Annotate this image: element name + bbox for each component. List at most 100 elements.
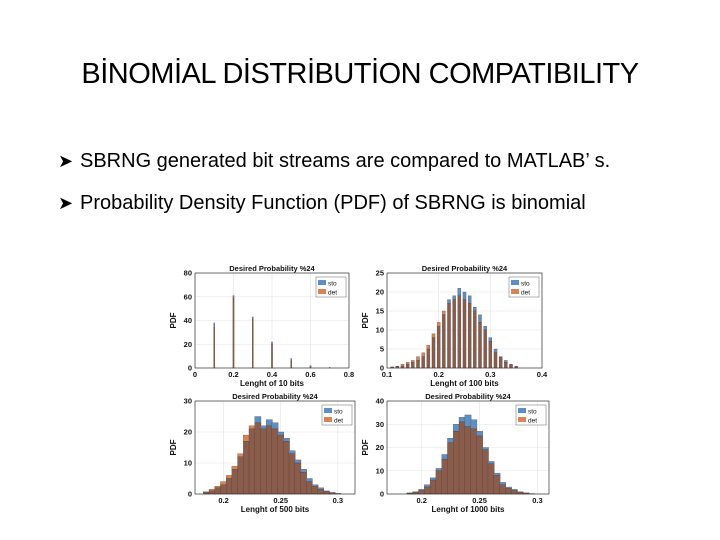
bullet-text-comparison: SBRNG generated bit streams are compared… bbox=[80, 150, 611, 172]
y-tick-label: 10 bbox=[184, 459, 192, 468]
histogram-bar bbox=[462, 291, 467, 300]
y-tick-label: 10 bbox=[376, 326, 384, 335]
x-tick-label: 0.3 bbox=[333, 496, 343, 505]
histogram-bar bbox=[411, 362, 415, 369]
histogram-bar bbox=[323, 491, 330, 495]
x-axis-label: Lenght of 100 bits bbox=[430, 379, 499, 388]
x-tick-label: 0.4 bbox=[267, 370, 278, 379]
histogram-bar bbox=[405, 364, 410, 369]
histogram-bar bbox=[220, 481, 227, 485]
legend-label-sto: sto bbox=[521, 281, 530, 288]
histogram-bar bbox=[290, 358, 293, 362]
histogram-bar bbox=[294, 462, 302, 495]
legend-swatch-sto bbox=[318, 280, 326, 285]
histogram-bar bbox=[260, 425, 267, 430]
histogram-bar bbox=[452, 299, 456, 369]
histogram-bar bbox=[482, 447, 489, 450]
bullet-item-pdf: ➤ Probability Density Function (PDF) of S… bbox=[58, 192, 586, 215]
x-tick-label: 0.3 bbox=[532, 496, 542, 505]
histogram-bar bbox=[243, 434, 250, 442]
x-tick-label: 0.2 bbox=[433, 370, 443, 379]
histogram-bar bbox=[265, 419, 273, 426]
histogram-bar bbox=[435, 468, 443, 471]
y-tick-label: 60 bbox=[184, 292, 192, 301]
histogram-bar bbox=[232, 295, 235, 299]
x-tick-label: 0.2 bbox=[218, 496, 228, 505]
histogram-bar bbox=[441, 458, 449, 495]
legend-label-det: det bbox=[328, 290, 337, 297]
y-tick-label: 20 bbox=[376, 288, 384, 297]
histogram-bar bbox=[470, 428, 478, 495]
histogram-bar bbox=[499, 484, 507, 495]
histogram-bar bbox=[462, 299, 467, 369]
y-tick-label: 40 bbox=[376, 397, 384, 406]
y-axis-label: PDF bbox=[361, 312, 370, 328]
slide-title: BİNOMİAL DİSTRİBUTİON COMPATIBILITY bbox=[81, 58, 639, 90]
y-tick-label: 20 bbox=[184, 428, 192, 437]
histogram-bar bbox=[504, 362, 508, 369]
histogram-bar bbox=[225, 475, 233, 479]
histogram-bar bbox=[453, 431, 460, 495]
histogram-bar bbox=[499, 482, 507, 485]
histogram-bar bbox=[435, 470, 443, 495]
bullet-text-pdf: Probability Density Function (PDF) of SB… bbox=[80, 192, 586, 214]
y-tick-label: 80 bbox=[184, 269, 192, 278]
x-tick-label: 0.8 bbox=[344, 370, 354, 379]
y-tick-label: 40 bbox=[184, 316, 192, 325]
histogram-bar bbox=[453, 424, 460, 432]
histogram-bar bbox=[405, 362, 410, 365]
histogram-bar bbox=[416, 360, 420, 369]
chart-title: Desired Probability %24 bbox=[232, 392, 318, 401]
y-axis-label: PDF bbox=[169, 439, 178, 455]
histogram-bar bbox=[411, 360, 415, 363]
chart-title: Desired Probability %24 bbox=[425, 392, 511, 401]
axes-frame bbox=[194, 400, 356, 495]
histogram-bar bbox=[493, 352, 498, 369]
histogram-bar bbox=[288, 453, 296, 495]
histogram-bar bbox=[429, 479, 437, 495]
histogram-bar bbox=[482, 449, 489, 495]
histogram-bar bbox=[220, 484, 227, 495]
histogram-bar bbox=[248, 425, 256, 430]
histogram-bar bbox=[478, 314, 482, 323]
x-axis-label: Lenght of 500 bits bbox=[241, 505, 310, 514]
histogram-bar bbox=[447, 303, 451, 369]
histogram-bar bbox=[271, 422, 279, 430]
histogram-bar bbox=[400, 364, 405, 367]
histogram-bar bbox=[225, 478, 233, 495]
histogram-bar bbox=[487, 461, 495, 464]
histogram-bar bbox=[493, 475, 501, 495]
x-tick-label: 0.2 bbox=[416, 496, 426, 505]
histogram-bar bbox=[248, 428, 256, 495]
histogram-bar bbox=[208, 490, 216, 495]
histogram-bar bbox=[493, 472, 501, 476]
histogram-bar bbox=[416, 356, 420, 361]
y-tick-label: 0 bbox=[380, 364, 384, 373]
y-axis-label: PDF bbox=[361, 439, 370, 455]
histogram-figure: 0 20 40 60 80 0 0.2 0.4 0.6 0.8 Desired Probabilit… bbox=[167, 263, 555, 519]
histogram-bar bbox=[418, 490, 426, 495]
histogram-bar bbox=[426, 345, 431, 350]
arrow-bullet-icon: ➤ bbox=[58, 193, 74, 214]
x-tick-label: 0.2 bbox=[228, 370, 238, 379]
histogram-bar bbox=[467, 303, 472, 369]
chart-title: Desired Probability %24 bbox=[229, 264, 315, 273]
histogram-bar bbox=[271, 428, 279, 495]
histogram-bar bbox=[447, 438, 454, 443]
histogram-bar bbox=[458, 421, 466, 495]
histogram-bar bbox=[311, 486, 319, 495]
histogram-bar bbox=[493, 348, 498, 353]
histogram-bar bbox=[447, 442, 454, 495]
x-tick-label: 0 bbox=[193, 370, 197, 379]
histogram-bar bbox=[232, 297, 235, 369]
histogram-bar bbox=[510, 490, 518, 495]
histogram-bar bbox=[467, 295, 472, 304]
histogram-bar bbox=[237, 456, 245, 495]
axes-frame bbox=[194, 272, 350, 369]
x-tick-label: 0.25 bbox=[273, 496, 288, 505]
y-tick-label: 0 bbox=[188, 364, 192, 373]
y-tick-label: 30 bbox=[376, 420, 384, 429]
histogram-bar bbox=[442, 310, 446, 315]
histogram-bar bbox=[260, 428, 267, 495]
legend-label-sto: sto bbox=[528, 409, 537, 416]
